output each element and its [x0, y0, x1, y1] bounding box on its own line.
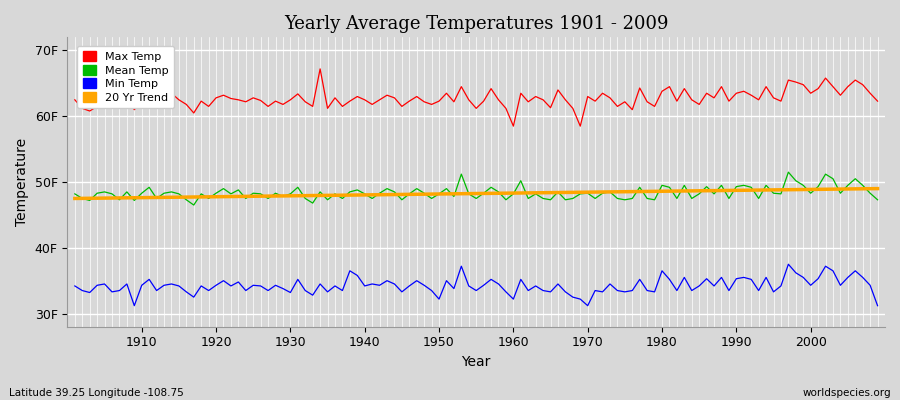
- Y-axis label: Temperature: Temperature: [15, 138, 29, 226]
- X-axis label: Year: Year: [462, 355, 490, 369]
- Text: Latitude 39.25 Longitude -108.75: Latitude 39.25 Longitude -108.75: [9, 388, 184, 398]
- Title: Yearly Average Temperatures 1901 - 2009: Yearly Average Temperatures 1901 - 2009: [284, 15, 669, 33]
- Legend: Max Temp, Mean Temp, Min Temp, 20 Yr Trend: Max Temp, Mean Temp, Min Temp, 20 Yr Tre…: [77, 46, 174, 108]
- Text: worldspecies.org: worldspecies.org: [803, 388, 891, 398]
